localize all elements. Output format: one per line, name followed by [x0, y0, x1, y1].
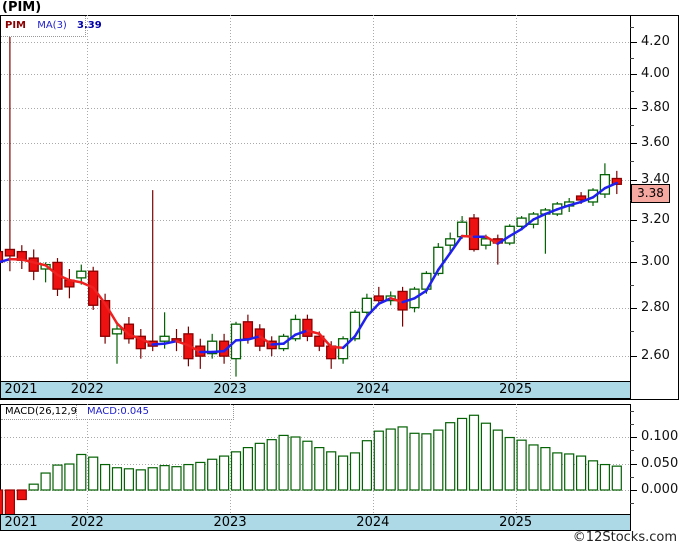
macd-value-box: MACD:0.045	[77, 405, 234, 420]
ma-label: MA(3)	[37, 20, 67, 31]
last-price-badge: 3.38	[631, 184, 670, 203]
macd-axis-label: 0.000	[641, 481, 679, 497]
year-label: 2025	[499, 514, 533, 530]
ticker-symbol-label: PIM	[5, 20, 27, 31]
macd-value-label: MACD:0.045	[87, 406, 149, 417]
year-label: 2022	[70, 514, 104, 530]
price-axis-label: 3.80	[641, 99, 670, 115]
year-label: 2023	[213, 382, 247, 397]
year-label: 2024	[356, 514, 390, 530]
price-axis-label: 3.60	[641, 134, 670, 150]
price-axis-label: 2.80	[641, 299, 670, 315]
price-axis-label: 4.00	[641, 65, 670, 81]
price-axis-label: 3.00	[641, 253, 670, 269]
year-label: 2022	[70, 382, 104, 397]
price-legend: PIM MA(3) 3.39	[1, 16, 102, 37]
price-axis-label: 3.40	[641, 171, 670, 187]
year-label: 2021	[4, 514, 38, 530]
ma-value-label: 3.39	[77, 20, 102, 31]
macd-axis-label: 0.100	[641, 428, 679, 444]
macd-legend: MACD(26,12,9)	[1, 405, 81, 420]
year-label: 2025	[499, 382, 533, 397]
price-axis-label: 2.60	[641, 347, 670, 363]
macd-axis-label: 0.050	[641, 455, 679, 471]
year-label: 2021	[4, 382, 38, 397]
macd-params-label: MACD(26,12,9)	[5, 406, 81, 417]
price-axis-label: 4.20	[641, 33, 670, 49]
copyright-credit: ©12Stocks.com	[572, 530, 677, 545]
page-title: (PIM)	[2, 0, 42, 15]
year-label: 2024	[356, 382, 390, 397]
price-axis-label: 3.20	[641, 211, 670, 227]
year-label: 2023	[213, 514, 247, 530]
